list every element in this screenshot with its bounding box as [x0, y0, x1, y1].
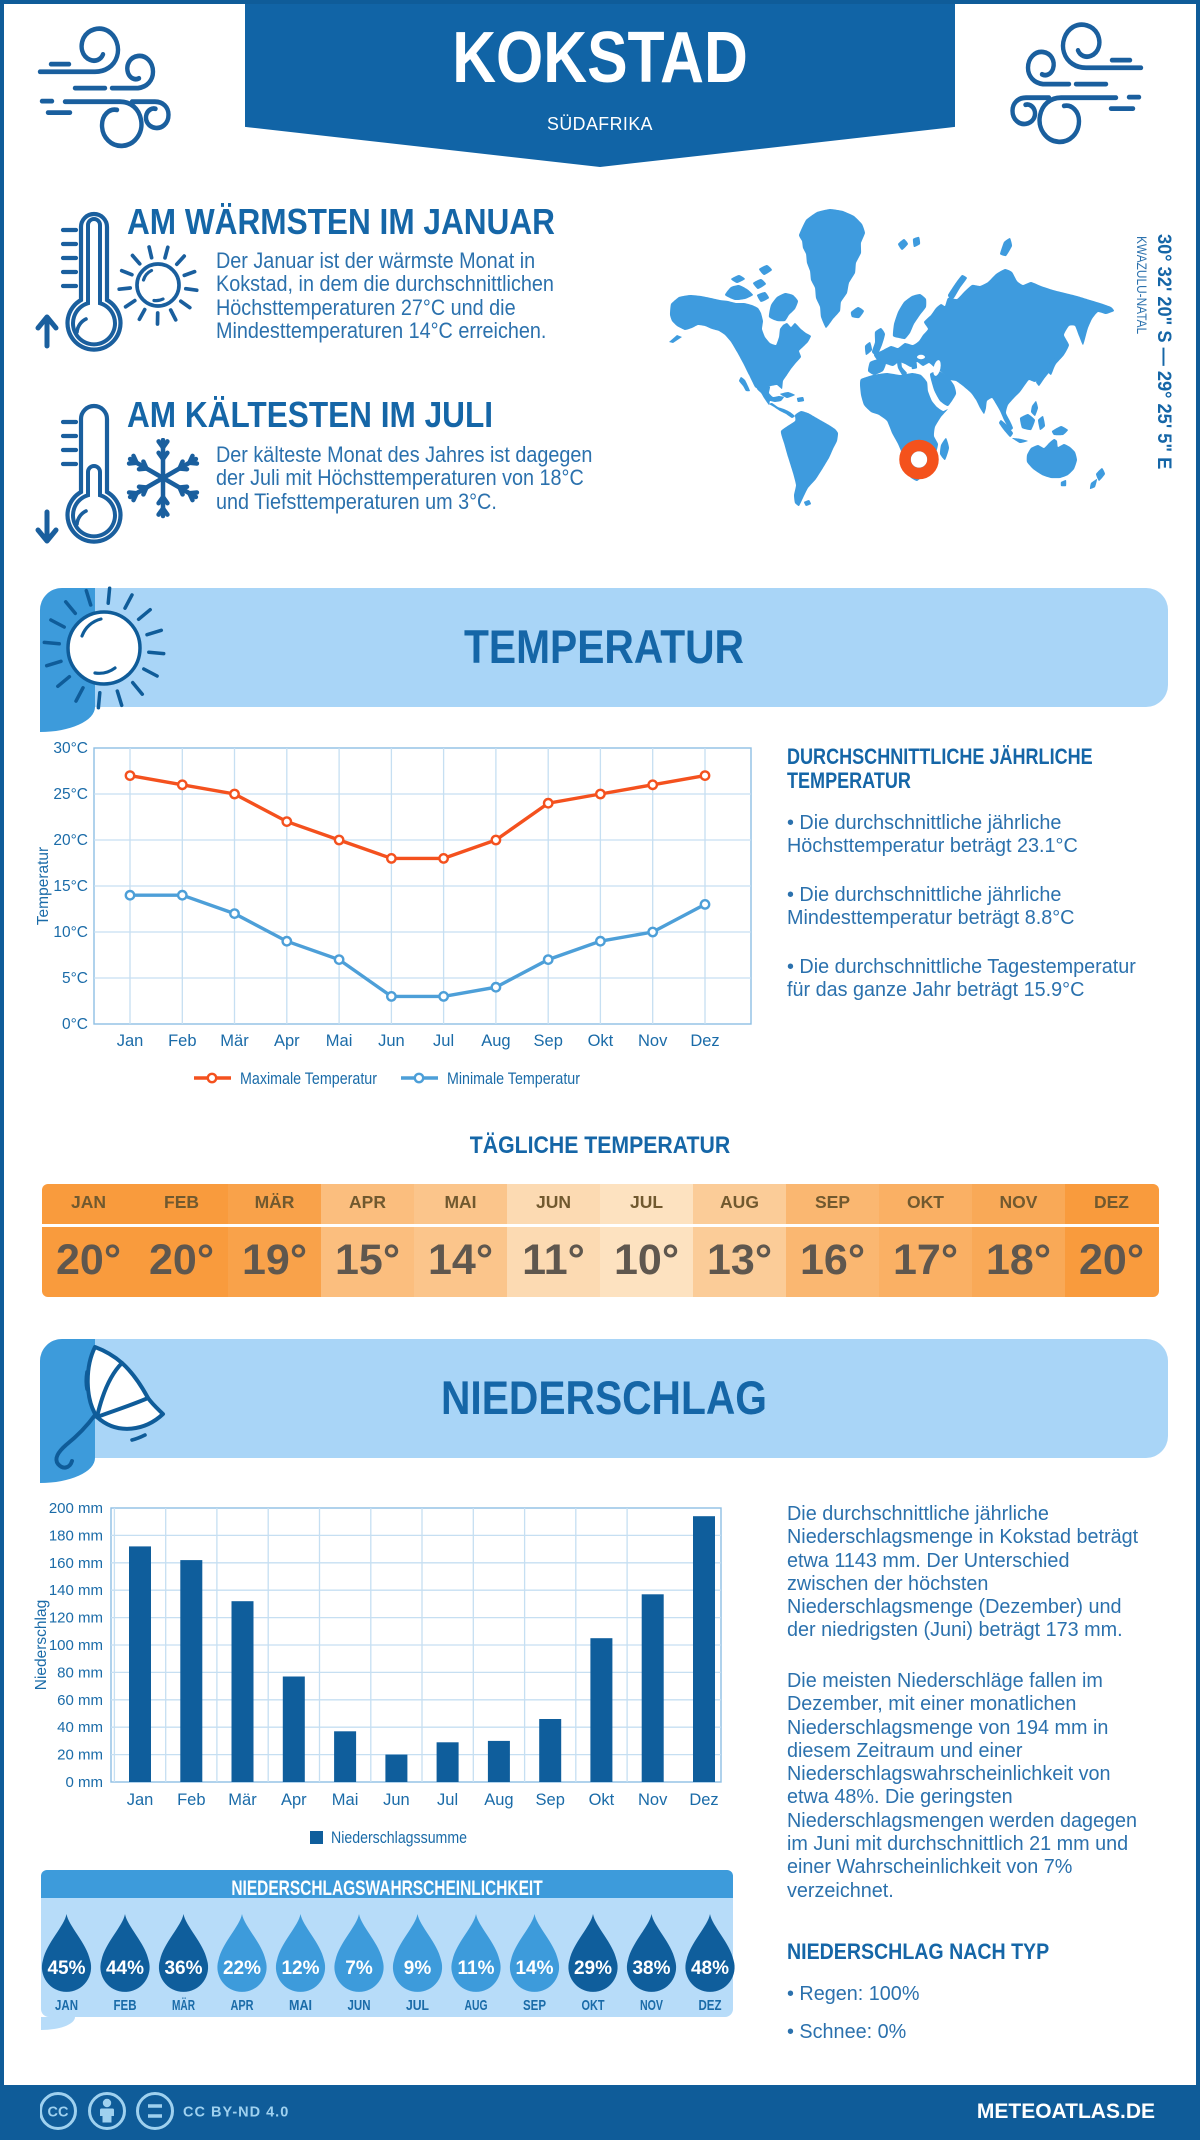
svg-text:44%: 44% [106, 1958, 144, 1979]
svg-text:38%: 38% [632, 1958, 670, 1979]
svg-text:Jul: Jul [433, 1032, 454, 1050]
svg-text:Sep: Sep [536, 1791, 565, 1809]
svg-text:CC: CC [48, 2105, 69, 2121]
svg-text:45%: 45% [47, 1958, 85, 1979]
svg-text:9%: 9% [404, 1958, 432, 1979]
svg-text:160 mm: 160 mm [49, 1555, 103, 1572]
svg-text:25°C: 25°C [53, 786, 88, 803]
svg-text:Aug: Aug [481, 1032, 510, 1050]
svg-text:Dez: Dez [689, 1791, 718, 1809]
svg-text:Feb: Feb [168, 1032, 196, 1050]
svg-text:SEP: SEP [523, 1997, 546, 2014]
svg-text:180 mm: 180 mm [49, 1527, 103, 1544]
svg-text:AUG: AUG [465, 1997, 488, 2014]
svg-text:100 mm: 100 mm [49, 1637, 103, 1654]
svg-text:Minimale Temperatur: Minimale Temperatur [447, 1070, 580, 1088]
svg-text:Maximale Temperatur: Maximale Temperatur [240, 1070, 377, 1088]
svg-text:Mai: Mai [332, 1791, 359, 1809]
svg-text:0°C: 0°C [62, 1016, 88, 1033]
svg-text:Mär: Mär [220, 1032, 249, 1050]
svg-text:10°C: 10°C [53, 924, 88, 941]
svg-text:15°C: 15°C [53, 878, 88, 895]
svg-text:Jun: Jun [378, 1032, 405, 1050]
svg-text:20 mm: 20 mm [57, 1747, 103, 1764]
svg-text:JUN: JUN [348, 1997, 371, 2014]
svg-text:80 mm: 80 mm [57, 1664, 103, 1681]
svg-text:Dez: Dez [690, 1032, 719, 1050]
svg-text:Nov: Nov [638, 1032, 668, 1050]
svg-text:48%: 48% [691, 1958, 729, 1979]
svg-text:Mai: Mai [326, 1032, 353, 1050]
svg-text:29%: 29% [574, 1958, 612, 1979]
svg-text:30°C: 30°C [53, 740, 88, 757]
svg-text:CC BY-ND 4.0: CC BY-ND 4.0 [183, 2105, 289, 2121]
svg-text:0 mm: 0 mm [66, 1774, 104, 1791]
svg-text:Apr: Apr [281, 1791, 307, 1809]
svg-text:OKT: OKT [582, 1997, 605, 2014]
svg-text:Niederschlagssumme: Niederschlagssumme [331, 1829, 467, 1847]
svg-text:Jul: Jul [437, 1791, 458, 1809]
svg-text:5°C: 5°C [62, 970, 88, 987]
svg-text:Jan: Jan [127, 1791, 154, 1809]
svg-text:APR: APR [231, 1997, 254, 2014]
svg-text:Jun: Jun [383, 1791, 410, 1809]
svg-text:120 mm: 120 mm [49, 1610, 103, 1627]
svg-text:200 mm: 200 mm [49, 1500, 103, 1517]
svg-text:Okt: Okt [589, 1791, 615, 1809]
svg-text:Niederschlag: Niederschlag [33, 1600, 50, 1690]
svg-text:METEOATLAS.DE: METEOATLAS.DE [977, 2100, 1155, 2123]
svg-text:12%: 12% [281, 1958, 319, 1979]
svg-text:Apr: Apr [274, 1032, 300, 1050]
svg-text:DEZ: DEZ [699, 1997, 722, 2014]
svg-text:MAI: MAI [289, 1997, 312, 2014]
svg-text:60 mm: 60 mm [57, 1692, 103, 1709]
svg-text:40 mm: 40 mm [57, 1719, 103, 1736]
svg-text:36%: 36% [164, 1958, 202, 1979]
svg-text:22%: 22% [223, 1958, 261, 1979]
svg-text:11%: 11% [458, 1958, 495, 1979]
svg-text:Jan: Jan [117, 1032, 144, 1050]
svg-text:MÄR: MÄR [172, 1997, 195, 2014]
svg-text:JAN: JAN [55, 1997, 78, 2014]
svg-text:JUL: JUL [406, 1997, 429, 2014]
svg-text:FEB: FEB [114, 1997, 137, 2014]
svg-text:NOV: NOV [640, 1997, 663, 2014]
svg-text:Aug: Aug [484, 1791, 513, 1809]
svg-text:20°C: 20°C [53, 832, 88, 849]
svg-text:Okt: Okt [588, 1032, 614, 1050]
svg-text:Temperatur: Temperatur [35, 847, 52, 925]
svg-text:Nov: Nov [638, 1791, 668, 1809]
svg-text:140 mm: 140 mm [49, 1582, 103, 1599]
svg-text:14%: 14% [515, 1958, 553, 1979]
svg-text:7%: 7% [345, 1958, 373, 1979]
svg-text:Feb: Feb [177, 1791, 205, 1809]
svg-text:Mär: Mär [228, 1791, 257, 1809]
svg-text:Sep: Sep [534, 1032, 563, 1050]
